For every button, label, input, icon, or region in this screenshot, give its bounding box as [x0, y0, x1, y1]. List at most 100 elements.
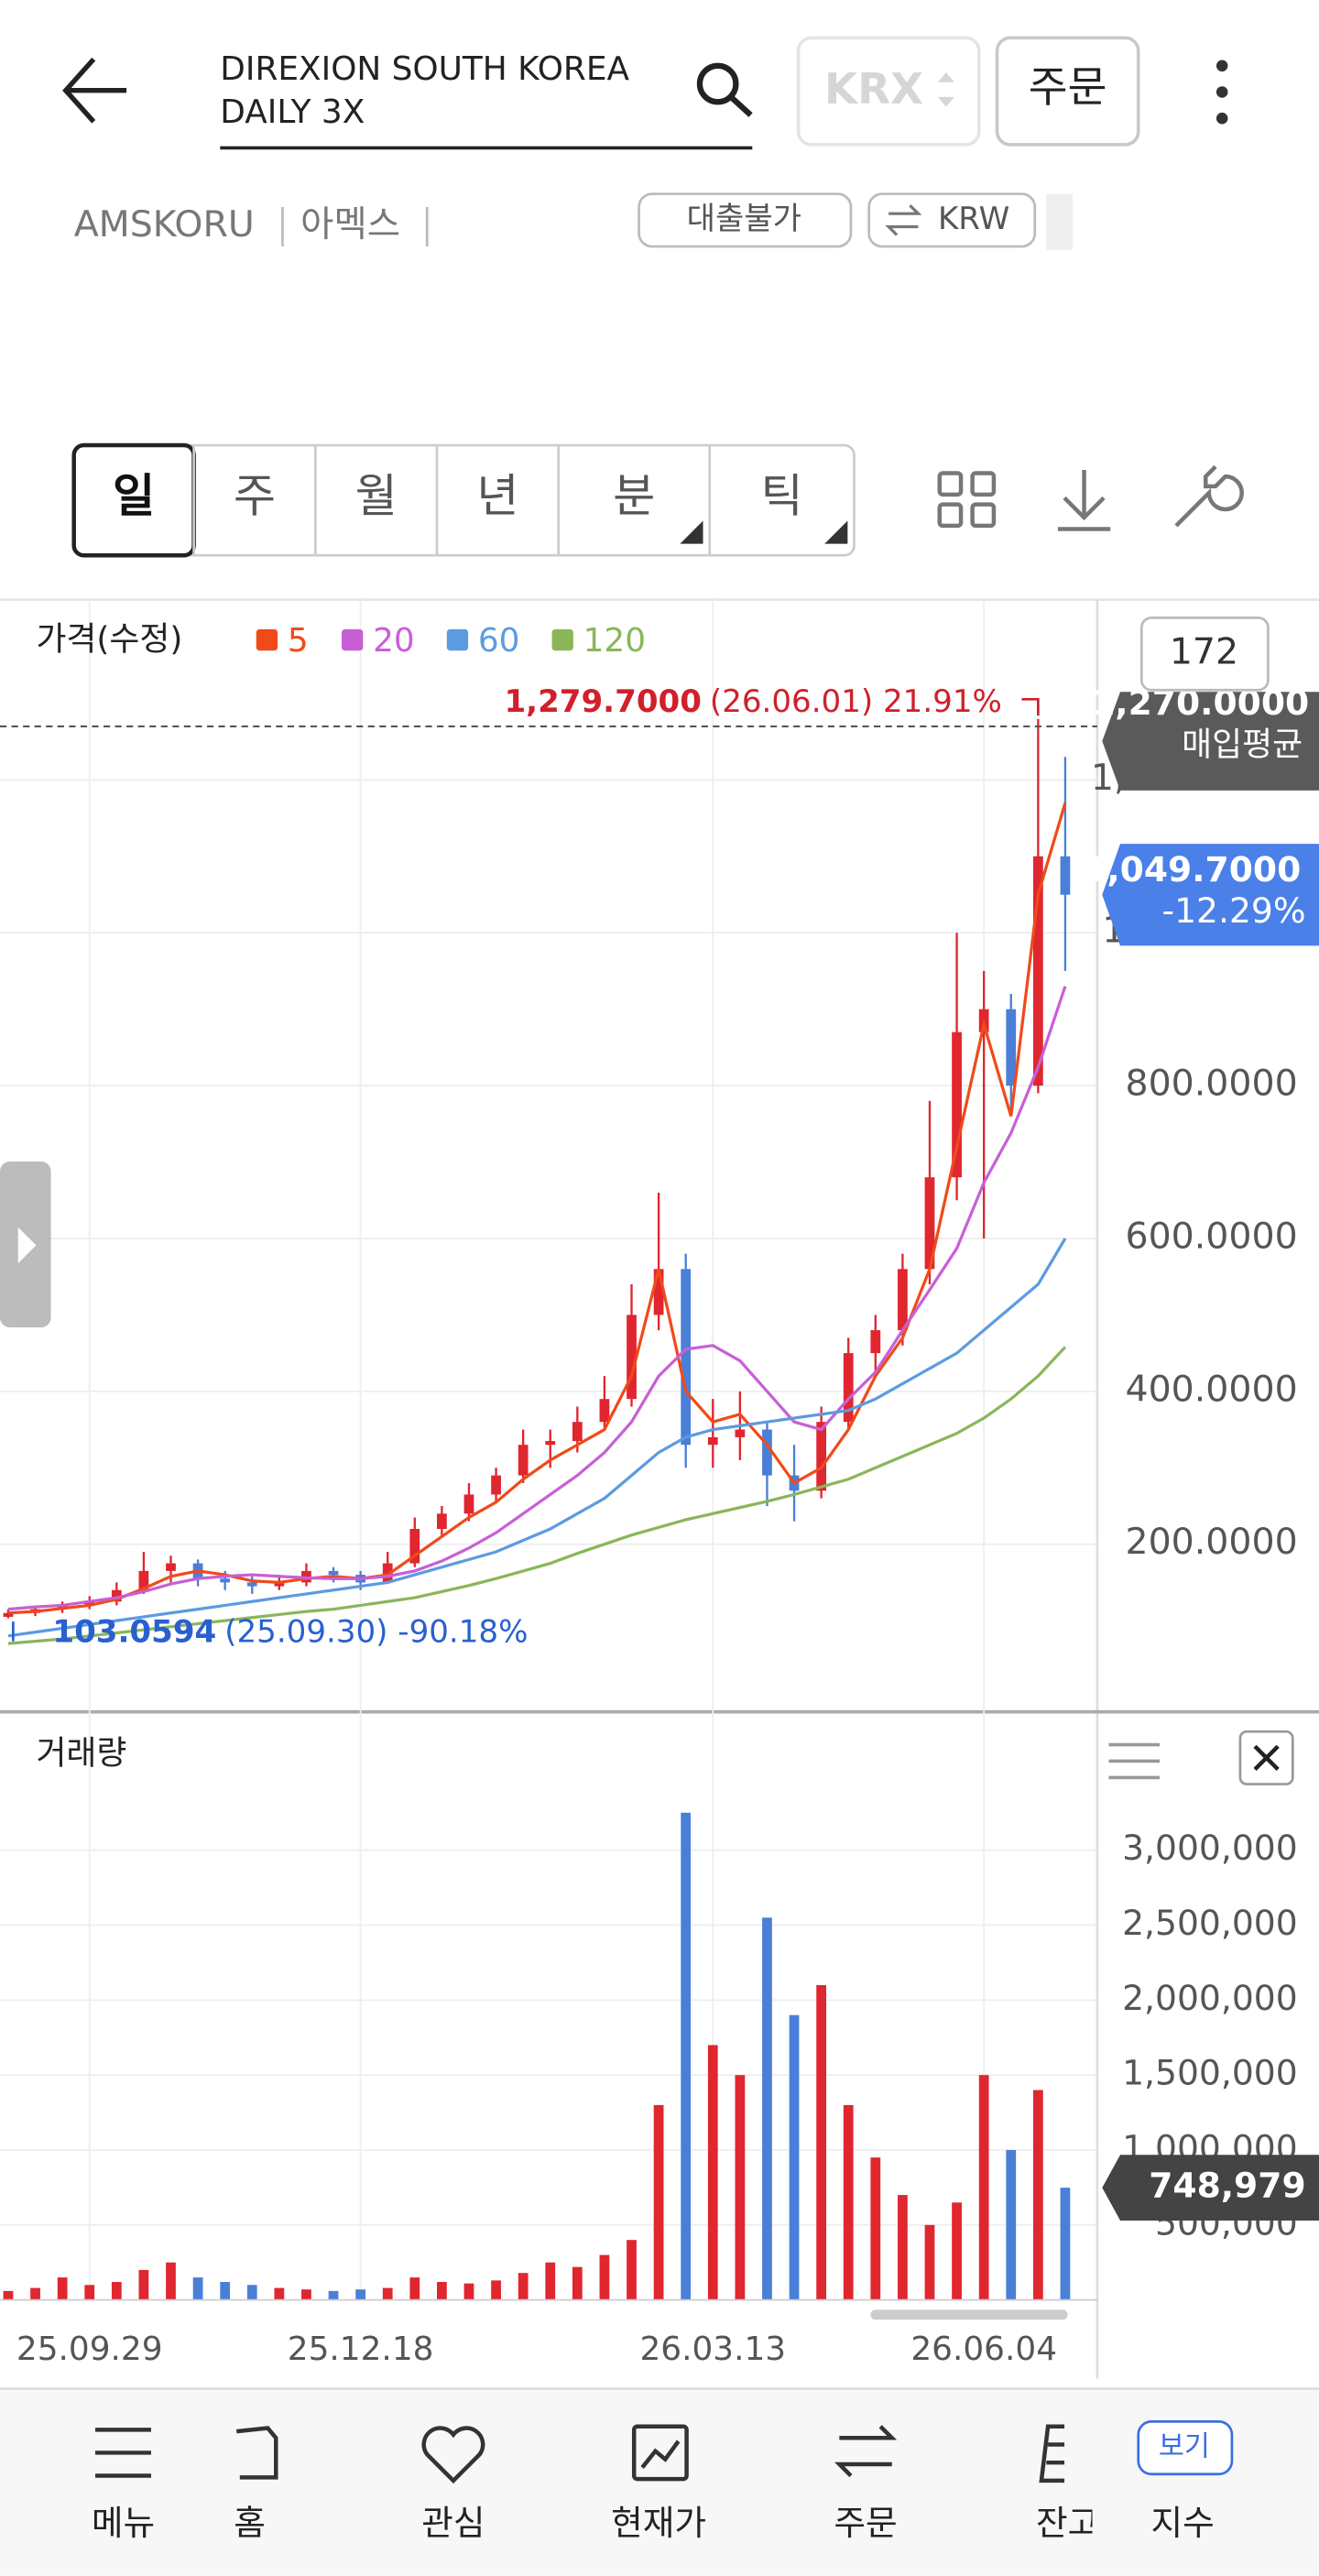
tab-dropdown-mark [680, 520, 703, 544]
scrollbar[interactable] [870, 2309, 1068, 2320]
nav-item[interactable]: 현재가 [611, 2503, 706, 2543]
dot [1215, 60, 1228, 72]
index-badge [1137, 2420, 1234, 2476]
home-icon [235, 2426, 278, 2480]
volume-bar [762, 1917, 772, 2300]
grid-icon-cell [937, 502, 964, 529]
annotation-value: 1,279.7000 [504, 682, 702, 719]
candle-body [220, 1578, 231, 1583]
volume-bar [246, 2285, 257, 2300]
x-tick-label: 26.03.13 [639, 2330, 786, 2368]
y-tick-label: 400.0000 [1125, 1368, 1297, 1410]
candle-body [382, 1563, 393, 1583]
nav-item[interactable]: 지수 [1151, 2503, 1215, 2543]
volume-bar [572, 2266, 583, 2300]
volume-bar [627, 2240, 637, 2300]
nav-icons [95, 2424, 1065, 2484]
nav-item[interactable]: 관심 [421, 2503, 485, 2543]
candle-body [409, 1529, 420, 1564]
nav-item[interactable]: 메뉴 [92, 2503, 155, 2543]
volume-bar [138, 2269, 149, 2300]
x-tick-label: 26.06.04 [910, 2330, 1057, 2368]
title-line[interactable]: DAILY 3X [220, 93, 365, 131]
handle-arrow [17, 1227, 37, 1264]
nav-labels: 메뉴 홈 관심 현재가 주문 잔고 지수 [92, 2488, 1215, 2555]
exchange-select [796, 36, 981, 147]
x-tick-label: 25.09.29 [16, 2330, 163, 2368]
index-badge-label: 보기 [1159, 2431, 1210, 2463]
y-tick-label: 1,500,000 [1122, 2053, 1298, 2093]
candle-body [762, 1429, 772, 1476]
pill-overflow [1046, 193, 1074, 250]
swap-arrow [888, 204, 922, 215]
layout-button[interactable] [937, 471, 997, 529]
search-button[interactable] [696, 62, 753, 117]
candle-body [843, 1353, 854, 1423]
exchange-label: KRX [824, 64, 923, 114]
dot [1215, 112, 1228, 125]
volume-menu[interactable] [1108, 1742, 1161, 1780]
candle-body [3, 1612, 14, 1617]
back-button[interactable] [62, 57, 127, 124]
settings-button[interactable] [1174, 464, 1244, 528]
candle-body [898, 1269, 908, 1331]
y-tick-label: 2,000,000 [1122, 1978, 1298, 2018]
volume-bar [681, 1812, 692, 2300]
volume-bar [491, 2280, 501, 2300]
candle-body [84, 1601, 95, 1606]
volume-bar [545, 2262, 556, 2300]
candle-body [681, 1269, 692, 1446]
volume-bar [84, 2285, 95, 2300]
period-tab[interactable]: 분 [613, 469, 655, 523]
candle-body [545, 1441, 556, 1446]
title-line[interactable]: DIREXION SOUTH KOREA [220, 50, 629, 88]
period-tab[interactable]: 월 [355, 469, 398, 523]
volume-bar [599, 2254, 610, 2300]
nav-item[interactable]: 주문 [834, 2503, 897, 2543]
order-icon [839, 2425, 898, 2440]
volume-bar [437, 2282, 447, 2300]
candle-body [518, 1445, 529, 1476]
candle-body [952, 1031, 962, 1178]
more-button[interactable] [1215, 60, 1228, 125]
download-button[interactable] [1057, 469, 1111, 531]
volume-bar [301, 2289, 311, 2300]
candle-body [627, 1315, 637, 1400]
volume-marker [1102, 2155, 1319, 2221]
legend-label: 60 [478, 622, 520, 660]
period-tab[interactable]: 틱 [761, 469, 803, 523]
volume-bar [843, 2104, 854, 2300]
candle-body [707, 1436, 718, 1446]
nav-item[interactable]: 잔고 [1036, 2503, 1099, 2543]
volume-bar [409, 2277, 420, 2300]
balance-icon [1039, 2424, 1065, 2483]
legend-swatch [256, 628, 278, 651]
select-arrow [937, 71, 954, 82]
period-tab[interactable]: 년 [476, 469, 518, 523]
period-tab[interactable]: 일 [113, 469, 155, 523]
period-tab[interactable]: 주 [234, 469, 276, 523]
order-button-label[interactable]: 주문 [1029, 62, 1107, 112]
volume-bar [898, 2195, 908, 2300]
grid-icon-cell [937, 471, 964, 497]
candle-body [246, 1582, 257, 1587]
loan-pill [638, 192, 853, 248]
candle-body [924, 1177, 935, 1270]
volume-bar [220, 2282, 231, 2300]
volume-bar [1032, 2090, 1043, 2300]
dot [1215, 86, 1228, 98]
volume-bar [355, 2289, 366, 2300]
order-button[interactable] [995, 36, 1140, 147]
last-price-label: 1,049.7000 [1083, 849, 1301, 890]
candle-body [274, 1582, 285, 1587]
volume-bar [707, 2045, 718, 2300]
last-price-marker [1102, 844, 1319, 946]
legend-title: 가격(수정) [36, 620, 182, 658]
candle-body [328, 1570, 339, 1576]
loan-label: 대출불가 [687, 201, 801, 237]
y-tick-label: 3,000,000 [1122, 1828, 1298, 1868]
nav-item[interactable]: 홈 [234, 2503, 266, 2543]
symbol-code: AMSKORU [74, 203, 255, 246]
annotation-detail: (26.06.01) 21.91% [710, 682, 1002, 719]
